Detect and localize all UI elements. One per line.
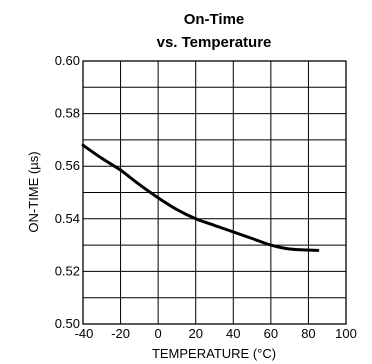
y-tick-label: 0.50 bbox=[55, 316, 80, 331]
y-tick-label: 0.52 bbox=[55, 263, 80, 278]
y-tick-label: 0.60 bbox=[55, 53, 80, 68]
x-tick-label: 0 bbox=[155, 326, 162, 341]
x-tick-label: 80 bbox=[301, 326, 315, 341]
x-tick-label: 40 bbox=[226, 326, 240, 341]
x-tick-label: -40 bbox=[75, 326, 94, 341]
y-axis-label: ON-TIME (µs) bbox=[26, 151, 41, 232]
chart-title-line-2: vs. Temperature bbox=[157, 34, 272, 51]
y-tick-labels: 0.50 0.52 0.54 0.56 0.58 0.60 bbox=[55, 53, 80, 331]
x-tick-label: 100 bbox=[335, 326, 357, 341]
x-tick-label: -20 bbox=[111, 326, 130, 341]
y-tick-label: 0.58 bbox=[55, 106, 80, 121]
x-tick-label: 20 bbox=[188, 326, 202, 341]
series-line bbox=[81, 143, 320, 252]
chart-title-line-1: On-Time bbox=[184, 11, 245, 28]
x-tick-label: 60 bbox=[264, 326, 278, 341]
plot-frame bbox=[82, 60, 347, 325]
x-axis-label: TEMPERATURE (°C) bbox=[152, 346, 276, 361]
x-tick-labels: -40 -20 0 20 40 60 80 100 bbox=[75, 326, 357, 341]
y-tick-label: 0.54 bbox=[55, 211, 80, 226]
grid bbox=[83, 61, 346, 324]
y-tick-label: 0.56 bbox=[55, 158, 80, 173]
